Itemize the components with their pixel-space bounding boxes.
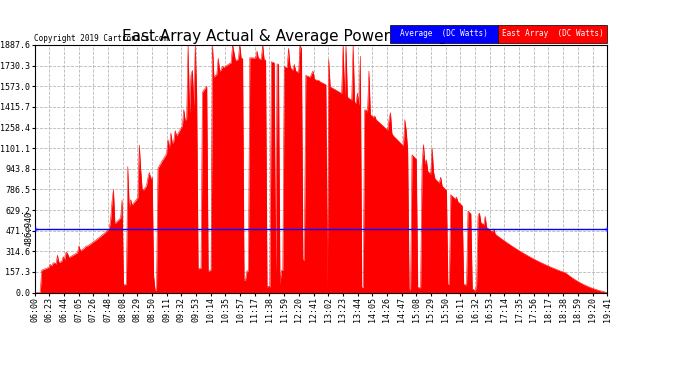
FancyBboxPatch shape (498, 25, 607, 42)
Text: Copyright 2019 Cartronics.com: Copyright 2019 Cartronics.com (34, 33, 168, 42)
Text: Average  (DC Watts): Average (DC Watts) (400, 29, 488, 38)
FancyBboxPatch shape (390, 25, 498, 42)
Title: East Array Actual & Average Power Fri Aug 16 19:51: East Array Actual & Average Power Fri Au… (121, 29, 520, 44)
Text: East Array  (DC Watts): East Array (DC Watts) (502, 29, 604, 38)
